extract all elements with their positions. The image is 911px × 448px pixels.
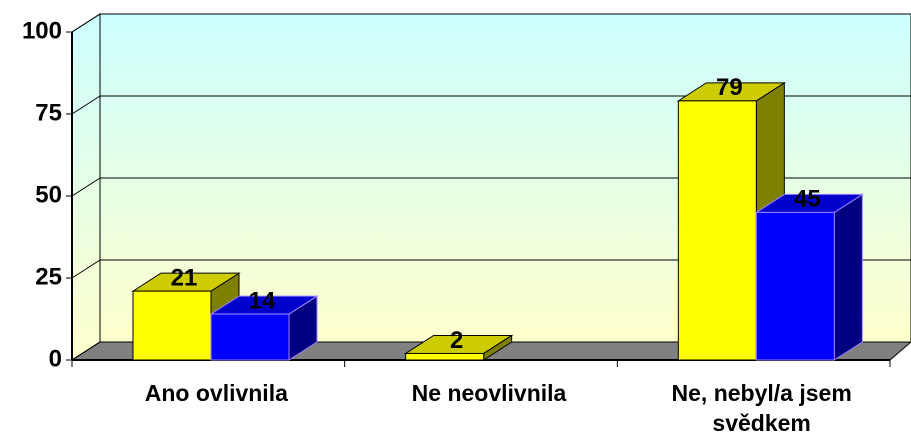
bar xyxy=(755,211,835,361)
grid-line xyxy=(71,341,101,361)
value-label: 14 xyxy=(249,287,276,314)
value-label: 45 xyxy=(794,186,821,213)
x-tick-label: Ne, nebyl/a jsem svědkem xyxy=(671,380,852,436)
value-label: 2 xyxy=(450,327,463,354)
y-tick-label: 50 xyxy=(35,181,62,208)
bar xyxy=(132,290,212,361)
y-tick-label: 75 xyxy=(35,99,62,126)
y-tick-label: 25 xyxy=(35,263,62,290)
bar xyxy=(405,352,485,361)
grid-line xyxy=(71,13,101,33)
grid-line xyxy=(71,259,101,279)
x-tick-label: Ano ovlivnila xyxy=(144,380,288,406)
grid-line xyxy=(71,177,101,197)
bar xyxy=(677,100,757,361)
bar-side xyxy=(833,193,863,361)
value-label: 21 xyxy=(171,264,198,291)
grid-line xyxy=(71,95,101,115)
x-tick-label: Ne neovlivnila xyxy=(411,380,567,406)
y-tick-label: 100 xyxy=(22,17,62,44)
value-label: 79 xyxy=(716,74,743,101)
bar xyxy=(210,313,290,361)
y-tick-label: 0 xyxy=(49,345,62,372)
